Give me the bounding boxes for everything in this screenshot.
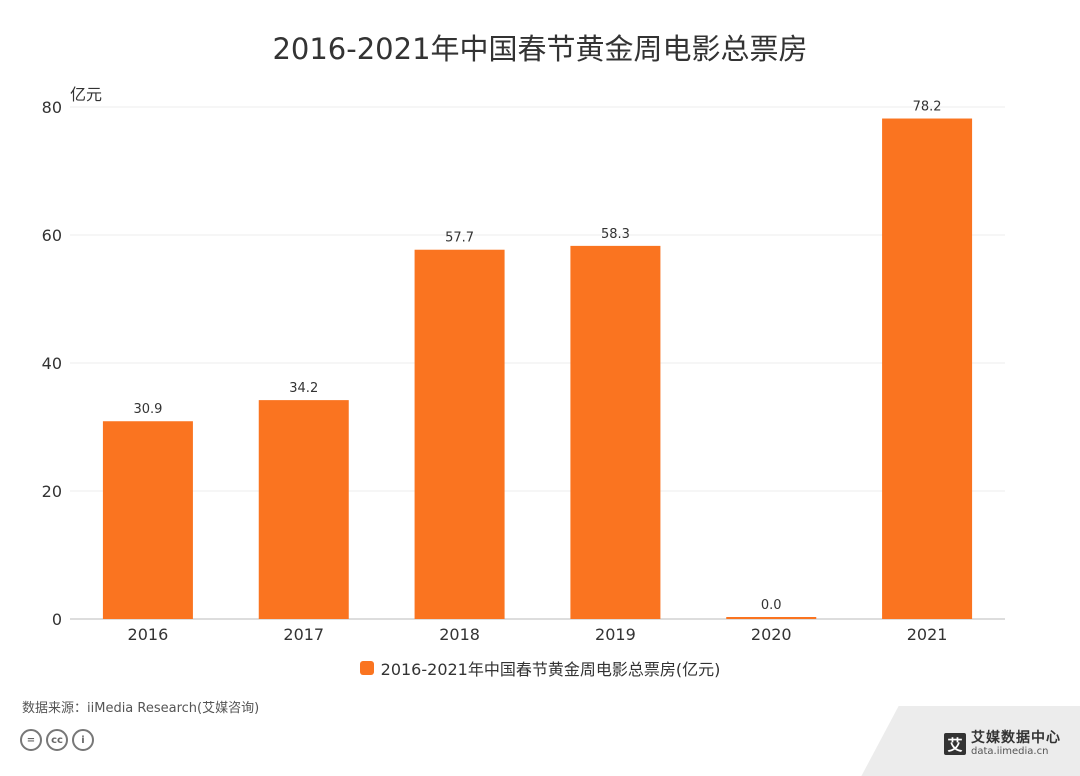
grid-lines xyxy=(70,106,1005,620)
data-label-2019: 58.3 xyxy=(601,227,630,242)
data-label-2018: 57.7 xyxy=(445,231,474,246)
x-tick-label: 2020 xyxy=(751,625,792,644)
brand-name: 艾媒数据中心 xyxy=(971,730,1061,746)
cc-icon: cc xyxy=(46,729,68,751)
y-tick-label: 60 xyxy=(42,226,62,245)
x-tick-label: 2021 xyxy=(907,625,948,644)
cc-license-icons: = cc i xyxy=(20,729,94,751)
bar-2016[interactable] xyxy=(102,421,193,619)
brand-logo-icon: 艾 xyxy=(944,733,966,755)
legend-swatch xyxy=(359,661,374,675)
brand-mark: 艾 艾媒数据中心 data.iimedia.cn xyxy=(944,731,1061,757)
bar-2020[interactable] xyxy=(726,617,817,619)
y-tick-label: 80 xyxy=(42,98,62,117)
bar-2017[interactable] xyxy=(258,400,349,619)
chart-title: 2016-2021年中国春节黄金周电影总票房 xyxy=(272,32,808,66)
data-label-2020: 0.0 xyxy=(761,598,782,613)
cc-nd-icon: = xyxy=(20,729,42,751)
legend-label: 2016-2021年中国春节黄金周电影总票房(亿元) xyxy=(380,660,721,679)
data-label-2021: 78.2 xyxy=(913,100,942,115)
data-label-2016: 30.9 xyxy=(133,402,162,417)
bar-2019[interactable] xyxy=(570,245,661,619)
brand-url: data.iimedia.cn xyxy=(971,746,1049,757)
x-tick-label: 2018 xyxy=(439,625,480,644)
axis-ticks: 0 20 40 60 80 亿元 2016 2017 2018 2019 2020 2021 xyxy=(42,85,948,644)
x-tick-label: 2017 xyxy=(283,625,324,644)
x-tick-label: 2019 xyxy=(595,625,636,644)
data-source: 数据来源：iiMedia Research(艾媒咨询) xyxy=(22,701,260,716)
y-tick-label: 0 xyxy=(52,610,62,629)
y-tick-label: 40 xyxy=(42,354,62,373)
x-tick-label: 2016 xyxy=(128,625,169,644)
bar-2021[interactable] xyxy=(882,118,973,620)
data-label-2017: 34.2 xyxy=(289,381,318,396)
bars: 30.9 34.2 57.7 58.3 0.0 78.2 xyxy=(102,100,973,620)
y-axis-label: 亿元 xyxy=(70,85,102,104)
cc-by-icon: i xyxy=(72,729,94,751)
y-tick-label: 20 xyxy=(42,482,62,501)
legend[interactable]: 2016-2021年中国春节黄金周电影总票房(亿元) xyxy=(0,656,1080,680)
bar-2018[interactable] xyxy=(414,249,505,619)
